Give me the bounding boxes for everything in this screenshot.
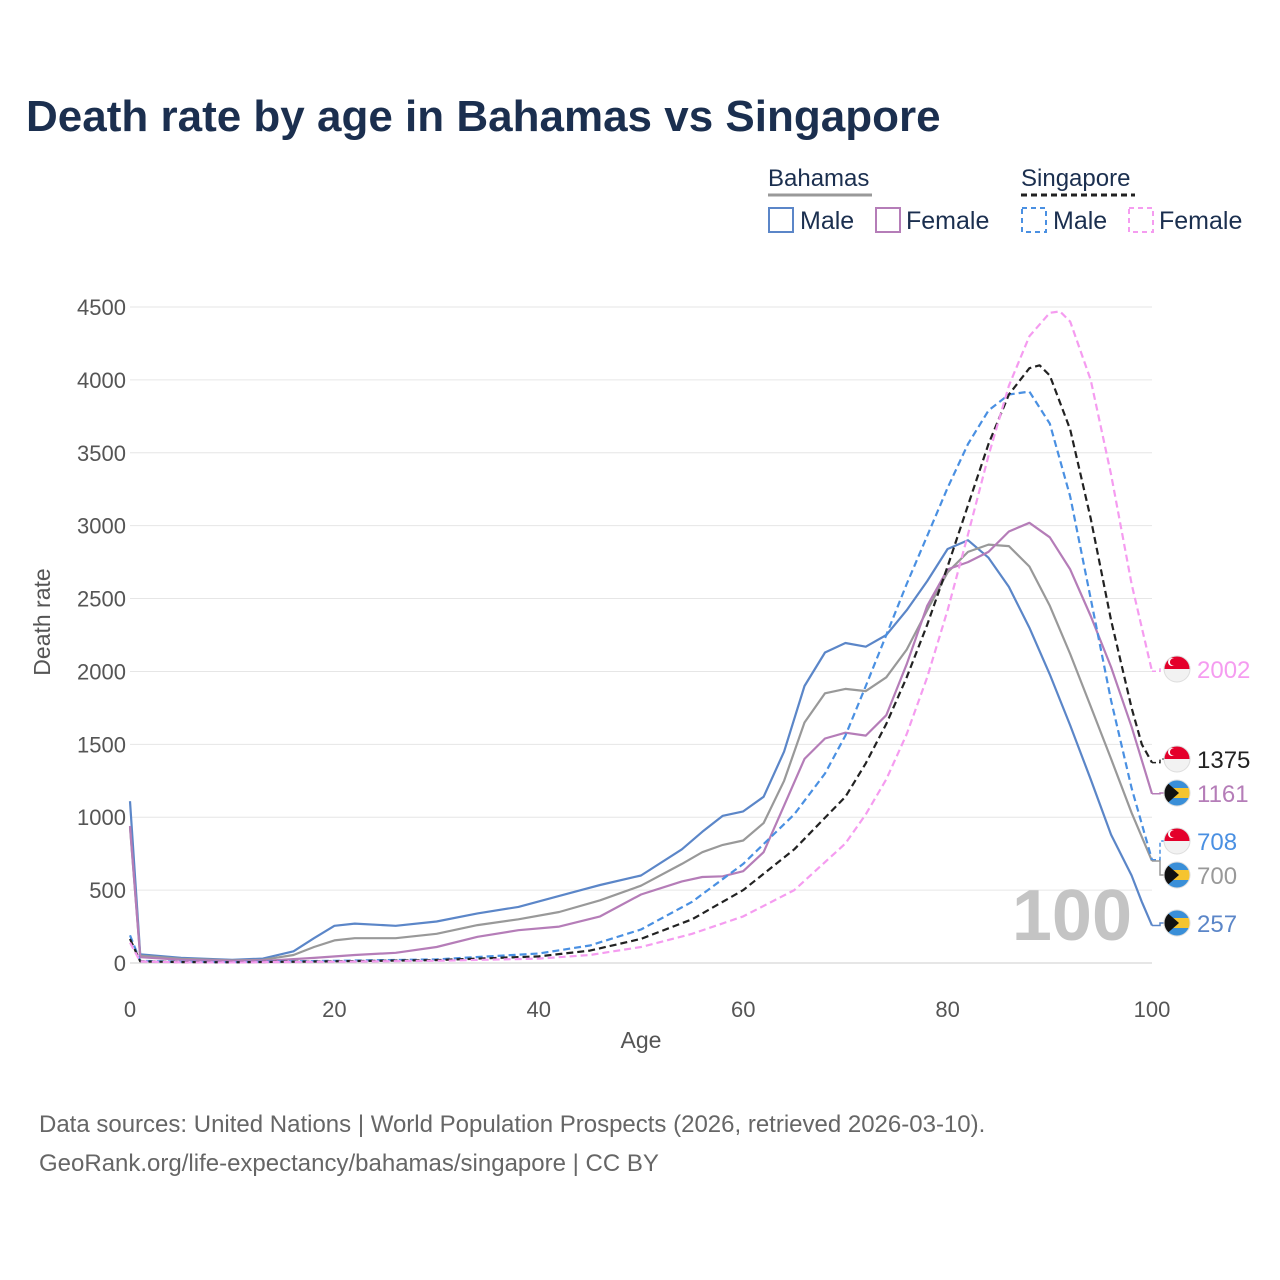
y-tick-label: 500 — [89, 878, 126, 903]
series-end-value: 700 — [1197, 863, 1237, 890]
y-tick-label: 4000 — [77, 368, 126, 393]
y-tick-label: 1500 — [77, 732, 126, 757]
singapore-flag-icon — [1164, 656, 1190, 682]
legend-swatch-bahamas-female — [875, 207, 901, 233]
current-age-watermark: 100 — [1012, 876, 1132, 956]
y-tick-label: 4500 — [77, 295, 126, 320]
x-tick-label: 100 — [1134, 997, 1171, 1022]
series-end-value: 708 — [1197, 829, 1237, 856]
x-tick-label: 0 — [124, 997, 136, 1022]
legend-label-singapore-female: Female — [1159, 207, 1242, 235]
bahamas-flag-icon — [1164, 862, 1190, 888]
legend-swatch-singapore-female — [1128, 207, 1154, 233]
y-tick-label: 3000 — [77, 514, 126, 539]
legend-group-singapore: Singapore — [1021, 165, 1130, 192]
series-end-value: 1161 — [1197, 781, 1249, 808]
series-lines — [128, 310, 1154, 964]
legend-label-singapore-male: Male — [1053, 207, 1107, 235]
x-axis-title: Age — [621, 1027, 662, 1053]
legend-group-bahamas: Bahamas — [768, 165, 869, 192]
x-tick-label: 20 — [322, 997, 346, 1022]
y-tick-label: 2500 — [77, 587, 126, 612]
grid — [130, 306, 1152, 964]
y-tick-label: 1000 — [77, 805, 126, 830]
legend-swatch-bahamas-male — [768, 207, 794, 233]
flag-ring — [1163, 779, 1191, 807]
flag-ring — [1163, 909, 1191, 937]
legend-swatch-singapore-male — [1021, 207, 1047, 233]
legend-label-bahamas-male: Male — [800, 207, 854, 235]
end-leader — [1152, 860, 1166, 876]
series-end-value: 2002 — [1197, 657, 1250, 684]
y-tick-label: 0 — [114, 951, 126, 976]
flag-ring — [1163, 861, 1191, 889]
series-line-4 — [128, 364, 1153, 964]
legend-label-bahamas-female: Female — [906, 207, 989, 235]
x-tick-label: 40 — [527, 997, 551, 1022]
y-axis-title: Death rate — [29, 568, 55, 675]
series-line-5 — [129, 310, 1154, 964]
singapore-flag-icon — [1164, 746, 1190, 772]
source-line-1: Data sources: United Nations | World Pop… — [39, 1111, 985, 1138]
series-line-2 — [128, 521, 1154, 962]
series-end-value: 1375 — [1197, 747, 1250, 774]
singapore-flag-icon — [1164, 828, 1190, 854]
axes: 0 500 1000 1500 2000 2500 3000 3500 4000 4500 0 20 4… — [77, 295, 1170, 1022]
end-leader — [1152, 668, 1166, 672]
flag-ring — [1163, 745, 1191, 773]
end-leader — [1152, 792, 1166, 795]
chart-title: Death rate by age in Bahamas vs Singapor… — [26, 92, 941, 141]
end-labels: 2002 1375 1161 708 700 257 — [1152, 655, 1250, 938]
flag-ring — [1163, 827, 1191, 855]
legend: Bahamas Singapore Male Female Male Femal… — [768, 165, 1242, 235]
end-leader — [1152, 840, 1166, 861]
series-end-value: 257 — [1197, 911, 1237, 938]
bahamas-flag-icon — [1164, 910, 1190, 936]
end-leader — [1152, 922, 1166, 927]
y-tick-label: 3500 — [77, 441, 126, 466]
series-line-1 — [128, 543, 1154, 962]
y-tick-label: 2000 — [77, 659, 126, 684]
end-leader — [1152, 758, 1166, 764]
source-line-2: GeoRank.org/life-expectancy/bahamas/sing… — [39, 1150, 659, 1177]
bahamas-flag-icon — [1164, 780, 1190, 806]
flag-ring — [1163, 655, 1191, 683]
x-tick-label: 60 — [731, 997, 755, 1022]
series-line-0 — [128, 539, 1154, 961]
x-tick-label: 80 — [935, 997, 959, 1022]
